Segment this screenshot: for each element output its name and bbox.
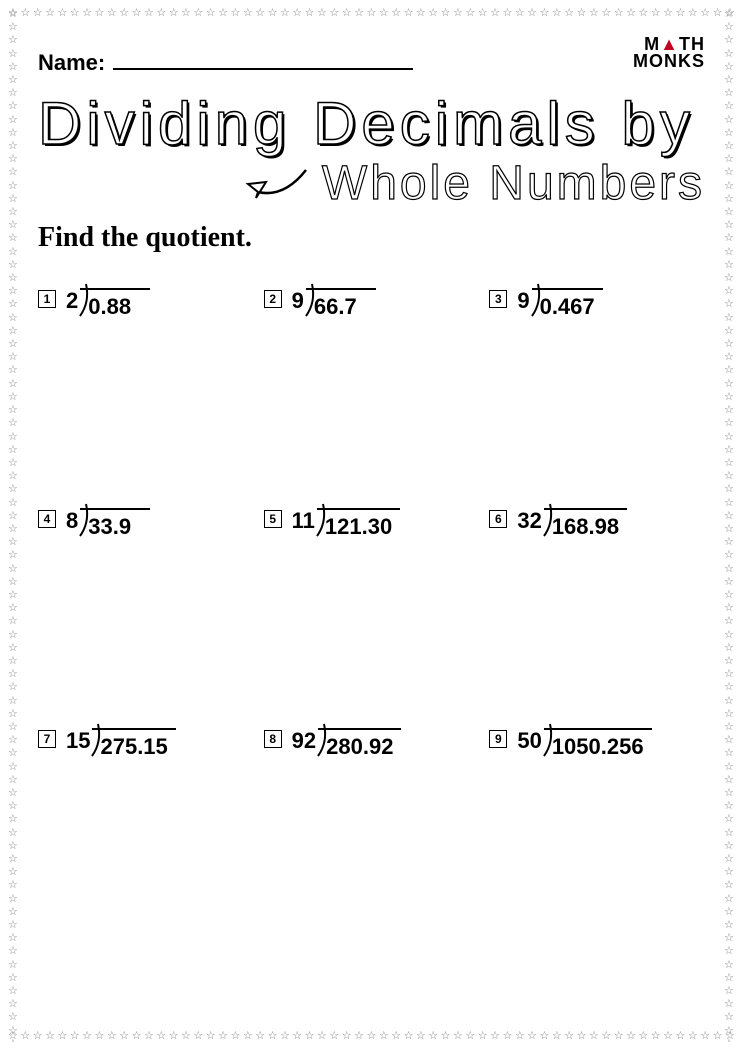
problem: 3 90.467 xyxy=(489,282,705,492)
problem-number-box: 5 xyxy=(264,510,282,528)
problem-number-box: 6 xyxy=(489,510,507,528)
dividend: 168.98 xyxy=(544,508,627,540)
problem: 6 32168.98 xyxy=(489,502,705,712)
name-label: Name: xyxy=(38,50,105,76)
name-input-line[interactable] xyxy=(113,68,413,70)
long-division: 501050.256 xyxy=(517,722,651,760)
division-bracket: 0.467 xyxy=(532,282,603,320)
title-block: Dividing Decimals by Whole Numbers xyxy=(38,94,705,208)
long-division: 833.9 xyxy=(66,502,150,540)
problem-number-box: 1 xyxy=(38,290,56,308)
dividend: 280.92 xyxy=(318,728,401,760)
division-bracket: 66.7 xyxy=(306,282,376,320)
long-division: 32168.98 xyxy=(517,502,627,540)
divisor: 92 xyxy=(292,722,318,754)
name-block: Name: xyxy=(38,50,413,76)
problem-number-box: 7 xyxy=(38,730,56,748)
problem-number-box: 2 xyxy=(264,290,282,308)
problem: 8 92280.92 xyxy=(264,722,480,932)
long-division: 966.7 xyxy=(292,282,376,320)
long-division: 92280.92 xyxy=(292,722,402,760)
arrow-icon xyxy=(244,162,314,206)
problem-number-box: 8 xyxy=(264,730,282,748)
division-bracket: 280.92 xyxy=(318,722,401,760)
dividend: 275.15 xyxy=(92,728,175,760)
long-division: 15275.15 xyxy=(66,722,176,760)
problem: 2 966.7 xyxy=(264,282,480,492)
divisor: 32 xyxy=(517,502,543,534)
long-division: 11121.30 xyxy=(292,502,401,540)
header-row: Name: M▲TH MONKS xyxy=(28,28,715,76)
division-bracket: 0.88 xyxy=(80,282,150,320)
long-division: 90.467 xyxy=(517,282,602,320)
mathmonks-logo: M▲TH MONKS xyxy=(633,36,705,70)
problem: 4 833.9 xyxy=(38,502,254,712)
problem: 5 11121.30 xyxy=(264,502,480,712)
divisor: 15 xyxy=(66,722,92,754)
division-bracket: 168.98 xyxy=(544,502,627,540)
instruction-text: Find the quotient. xyxy=(38,222,705,254)
problem-grid: 120.882966.7390.4674833.9511121.30632168… xyxy=(28,282,715,932)
problem: 120.88 xyxy=(38,282,254,492)
divisor: 50 xyxy=(517,722,543,754)
division-bracket: 33.9 xyxy=(80,502,150,540)
problem-number-box: 3 xyxy=(489,290,507,308)
problem-number-box: 9 xyxy=(489,730,507,748)
problem: 9 501050.256 xyxy=(489,722,705,932)
problem-number-box: 4 xyxy=(38,510,56,528)
title-main: Dividing Decimals by xyxy=(38,94,705,154)
divisor: 11 xyxy=(292,502,317,534)
title-sub-row: Whole Numbers xyxy=(38,160,705,208)
worksheet-content: Name: M▲TH MONKS Dividing Decimals by Wh… xyxy=(28,28,715,1022)
title-sub: Whole Numbers xyxy=(322,160,705,208)
division-bracket: 275.15 xyxy=(92,722,175,760)
dividend: 121.30 xyxy=(317,508,400,540)
problem: 7 15275.15 xyxy=(38,722,254,932)
division-bracket: 1050.256 xyxy=(544,722,652,760)
dividend: 1050.256 xyxy=(544,728,652,760)
division-bracket: 121.30 xyxy=(317,502,400,540)
long-division: 20.88 xyxy=(66,282,150,320)
